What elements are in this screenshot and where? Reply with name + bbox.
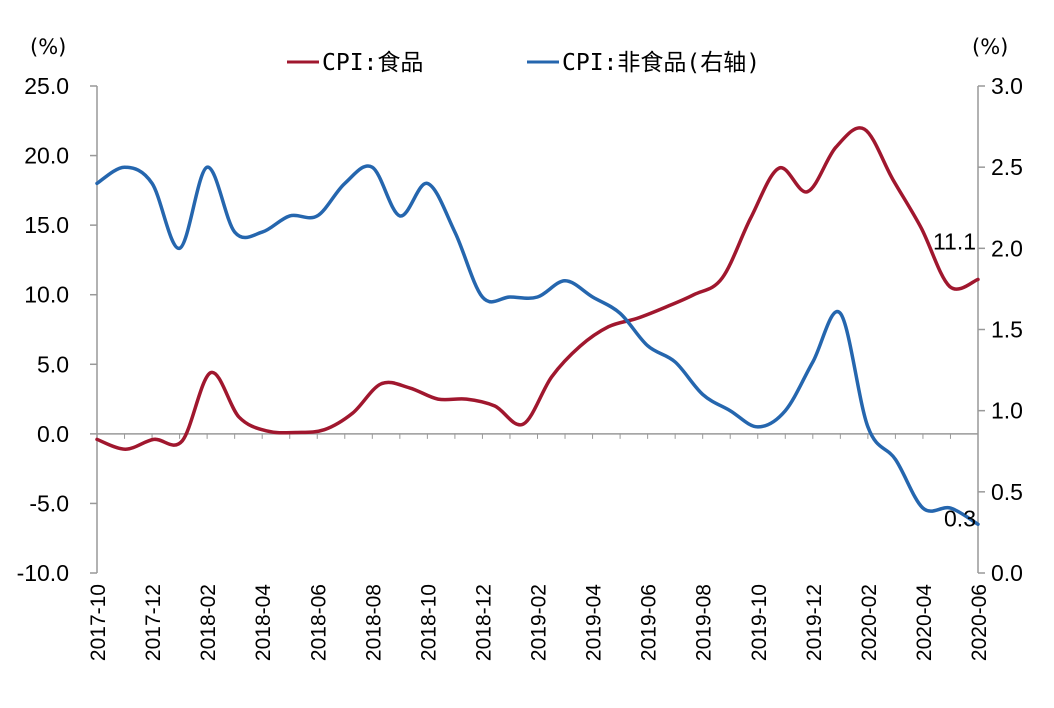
x-tick-label: 2018-06 (307, 584, 330, 661)
x-tick-label: 2020-02 (858, 584, 881, 661)
left-tick-label: 20.0 (24, 143, 69, 169)
right-tick-label: 0.0 (991, 560, 1023, 586)
left-tick-label: -5.0 (29, 490, 69, 516)
x-tick-label: 2019-10 (748, 584, 771, 661)
x-tick-label: 2019-08 (693, 584, 716, 661)
x-tick-label: 2018-08 (362, 584, 385, 661)
left-axis-unit: (%) (30, 35, 66, 59)
left-tick-label: -10.0 (17, 560, 69, 586)
right-tick-label: 1.0 (991, 398, 1023, 424)
x-tick-label: 2019-06 (638, 584, 661, 661)
x-axis-ticks: 2017-10 2017-12 2018-02 2018-04 2018-06 2018-… (87, 433, 991, 661)
x-tick-label: 2018-10 (417, 584, 440, 661)
right-tick-label: 1.5 (991, 317, 1023, 343)
right-tick-label: 2.5 (991, 154, 1023, 180)
x-tick-label: 2020-04 (913, 584, 936, 661)
x-tick-label: 2018-04 (252, 584, 275, 661)
x-tick-label: 2019-02 (528, 584, 551, 661)
right-axis-ticks: 3.0 2.5 2.0 1.5 1.0 0.5 0.0 (978, 73, 1023, 586)
right-tick-label: 2.0 (991, 235, 1023, 261)
left-tick-label: 10.0 (24, 282, 69, 308)
left-axis-ticks: 25.0 20.0 15.0 10.0 5.0 0.0 -5.0 -10.0 (17, 73, 97, 586)
left-tick-label: 5.0 (37, 351, 69, 377)
left-tick-label: 0.0 (37, 421, 69, 447)
x-tick-label: 2020-06 (968, 584, 991, 661)
legend-label-food: CPI:食品 (322, 50, 423, 76)
legend: CPI:食品 CPI:非食品(右轴) (287, 50, 760, 76)
x-tick-label: 2017-10 (87, 584, 110, 661)
food-cpi-line (95, 126, 980, 451)
food-end-value-label: 11.1 (933, 228, 976, 254)
left-tick-label: 25.0 (24, 73, 69, 99)
legend-label-nonfood: CPI:非食品(右轴) (562, 50, 760, 76)
left-tick-label: 15.0 (24, 212, 69, 238)
right-axis-unit: (%) (972, 35, 1008, 59)
x-tick-label: 2019-12 (803, 584, 826, 661)
x-tick-label: 2017-12 (142, 584, 165, 661)
nonfood-cpi-line (95, 164, 980, 527)
right-tick-label: 0.5 (991, 479, 1023, 505)
right-tick-label: 3.0 (991, 73, 1023, 99)
x-tick-label: 2018-02 (197, 584, 220, 661)
series-layer (95, 126, 980, 527)
x-tick-label: 2019-04 (583, 584, 606, 661)
nonfood-end-value-label: 0.3 (944, 505, 976, 531)
x-tick-label: 2018-12 (472, 584, 495, 661)
